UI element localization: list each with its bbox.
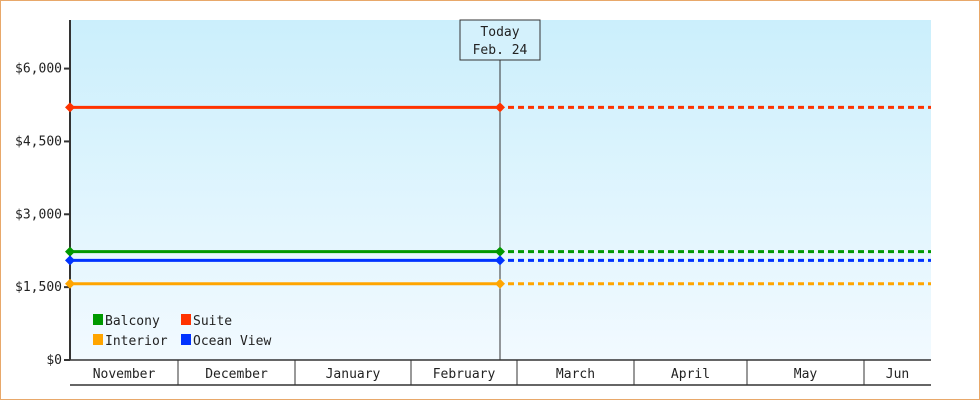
legend-label: Interior xyxy=(105,334,168,349)
x-tick-label: February xyxy=(433,367,496,382)
data-point-ocean-view xyxy=(495,255,505,266)
x-tick-label: May xyxy=(794,367,818,382)
data-point-balcony xyxy=(65,246,75,257)
data-point-suite xyxy=(495,102,505,113)
y-tick-label: $0 xyxy=(46,353,62,368)
x-tick-label: December xyxy=(205,367,268,382)
y-tick-label: $4,500 xyxy=(15,134,62,149)
today-label: Today xyxy=(480,25,519,40)
legend-swatch xyxy=(93,334,103,345)
legend-swatch xyxy=(93,314,103,325)
data-point-balcony xyxy=(495,246,505,257)
y-tick-label: $3,000 xyxy=(15,207,62,222)
legend-swatch xyxy=(181,334,191,345)
x-tick-label: January xyxy=(326,367,381,382)
x-tick-label: March xyxy=(556,367,595,382)
data-point-interior xyxy=(65,278,75,289)
y-tick-label: $6,000 xyxy=(15,62,62,77)
today-box xyxy=(459,19,541,61)
data-point-interior xyxy=(495,278,505,289)
x-tick-label: April xyxy=(671,367,710,382)
data-point-ocean-view xyxy=(65,255,75,266)
today-date: Feb. 24 xyxy=(473,43,528,58)
x-tick-label: Jun xyxy=(886,367,909,382)
x-tick-label: November xyxy=(93,367,156,382)
legend-label: Suite xyxy=(193,314,232,329)
y-tick-label: $1,500 xyxy=(15,280,62,295)
legend-label: Balcony xyxy=(105,314,160,329)
legend-swatch xyxy=(181,314,191,325)
data-point-suite xyxy=(65,102,75,113)
legend-label: Ocean View xyxy=(193,334,271,349)
